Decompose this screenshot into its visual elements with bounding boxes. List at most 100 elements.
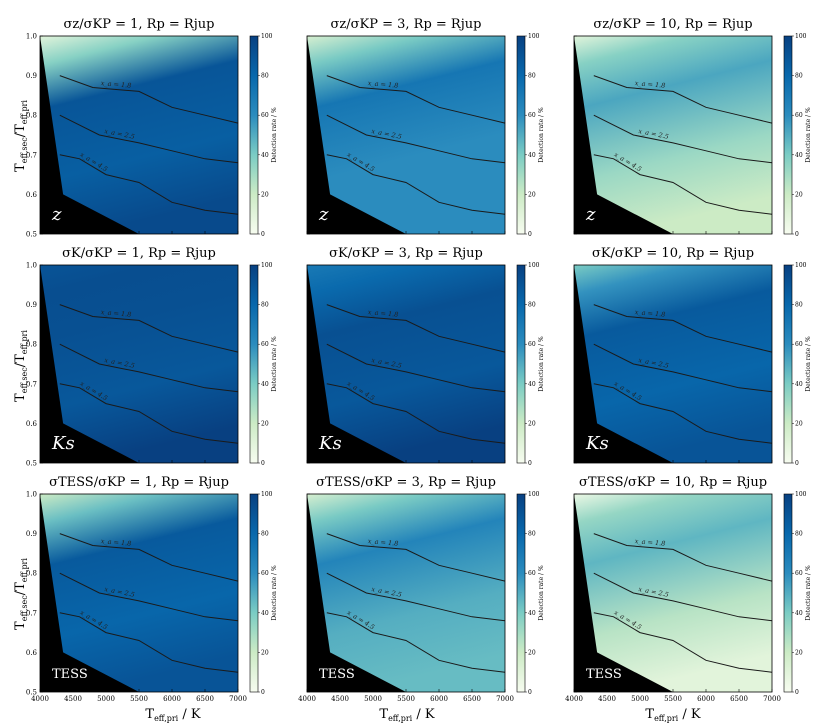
band-label: Ks [585, 433, 609, 454]
contour-label: x_a = 1.8 [367, 79, 398, 90]
colorbar [249, 35, 259, 235]
colorbar-tick-label: 80 [261, 302, 269, 309]
colorbar-tick-label: 40 [795, 152, 803, 159]
colorbar-tick-label: 20 [795, 191, 803, 198]
colorbar-tick-label: 40 [261, 381, 269, 388]
colorbar [249, 493, 259, 693]
contour-line [59, 75, 239, 124]
colorbar-tick-label: 100 [795, 33, 807, 40]
x-tick-label: 4000 [298, 695, 316, 703]
band-label: TESS [319, 667, 355, 682]
y-tick-label: 0.5 [26, 460, 37, 468]
colorbar-tick-label: 80 [795, 531, 803, 538]
colorbar-label: Detection rate / % [805, 336, 812, 392]
x-tick-label: 4000 [31, 695, 49, 703]
x-tick-label: 4000 [565, 695, 583, 703]
band-label: TESS [586, 667, 622, 682]
colorbar-tick-label: 80 [261, 73, 269, 80]
y-tick-label: 0.7 [26, 380, 37, 388]
colorbar-tick-label: 20 [528, 420, 536, 427]
colorbar-tick-label: 0 [528, 689, 532, 696]
x-tick-label: 6000 [697, 695, 715, 703]
colorbar-tick-label: 60 [261, 341, 269, 348]
colorbar-tick-label: 20 [528, 191, 536, 198]
x-tick-label: 6500 [730, 695, 748, 703]
contour-line [593, 304, 773, 353]
colorbar [783, 493, 793, 693]
contour-line [326, 154, 506, 215]
y-tick-label: 0.6 [26, 191, 38, 199]
colorbar-label: Detection rate / % [538, 565, 545, 621]
contour-line [326, 533, 506, 582]
y-tick-label: 0.8 [26, 341, 37, 349]
panel-grid: x_a = 1.8x_a = 2.5x_a = 4.50.50.60.70.80… [26, 17, 812, 703]
colorbar-tick-label: 20 [795, 649, 803, 656]
colorbar-tick-label: 60 [261, 112, 269, 119]
colorbar-label: Detection rate / % [271, 107, 278, 163]
contour-line [59, 383, 239, 444]
colorbar-tick-label: 60 [528, 112, 536, 119]
band-label: TESS [52, 667, 88, 682]
x-tick-label: 6500 [196, 695, 214, 703]
y-tick-label: 0.7 [26, 151, 37, 159]
colorbar-label: Detection rate / % [805, 565, 812, 621]
colorbar-tick-label: 80 [261, 531, 269, 538]
x-tick-label: 5000 [631, 695, 649, 703]
excluded-region [40, 265, 139, 463]
colorbar-tick-label: 0 [795, 689, 799, 696]
contour-line [593, 75, 773, 124]
excluded-region [574, 265, 673, 463]
contour-line [59, 533, 239, 582]
contour-line [59, 343, 239, 393]
x-axis-label: Teff,pri / K [145, 707, 201, 723]
colorbar-label: Detection rate / % [538, 107, 545, 163]
colorbar-tick-label: 80 [528, 302, 536, 309]
colorbar-tick-label: 100 [528, 33, 540, 40]
contour-line [59, 572, 239, 622]
x-tick-label: 7000 [229, 695, 247, 703]
colorbar [249, 264, 259, 464]
excluded-region [574, 36, 673, 234]
x-tick-label: 5000 [97, 695, 115, 703]
colorbar-tick-label: 80 [528, 531, 536, 538]
colorbar-tick-label: 40 [795, 381, 803, 388]
panel-title: σz/σKP = 3, Rp = Rjup [331, 17, 482, 32]
x-axis-label: Teff,pri / K [645, 707, 701, 723]
contour-line [326, 572, 506, 622]
contour-line [59, 114, 239, 164]
colorbar-tick-label: 20 [795, 420, 803, 427]
colorbar [516, 264, 526, 464]
y-tick-label: 0.9 [26, 530, 37, 538]
colorbar-tick-label: 0 [795, 231, 799, 238]
x-tick-label: 6000 [163, 695, 181, 703]
panel-title: σK/σKP = 10, Rp = Rjup [592, 246, 754, 261]
contour-line [593, 154, 773, 215]
y-tick-label: 0.8 [26, 570, 37, 578]
colorbar-tick-label: 80 [795, 302, 803, 309]
contour-label: x_a = 1.8 [634, 308, 665, 319]
band-label: Ks [318, 433, 342, 454]
band-label: Ks [51, 433, 75, 454]
panel-title: σK/σKP = 1, Rp = Rjup [62, 246, 216, 261]
y-tick-label: 0.8 [26, 112, 37, 120]
colorbar-label: Detection rate / % [538, 336, 545, 392]
colorbar-tick-label: 100 [261, 33, 273, 40]
contour-line [326, 75, 506, 124]
colorbar-tick-label: 60 [795, 341, 803, 348]
y-axis-label: Teff,sec/Teff,pri [13, 558, 29, 630]
contour-label: x_a = 1.8 [100, 308, 131, 319]
colorbar-tick-label: 60 [261, 570, 269, 577]
panel-title: σTESS/σKP = 3, Rp = Rjup [316, 475, 496, 490]
colorbar-tick-label: 80 [528, 73, 536, 80]
colorbar-tick-label: 0 [261, 460, 265, 467]
contour-line [593, 383, 773, 444]
colorbar-tick-label: 20 [528, 649, 536, 656]
colorbar-tick-label: 20 [261, 191, 269, 198]
contour-label: x_a = 1.8 [634, 537, 665, 548]
contour-line [326, 304, 506, 353]
colorbar-tick-label: 40 [795, 610, 803, 617]
